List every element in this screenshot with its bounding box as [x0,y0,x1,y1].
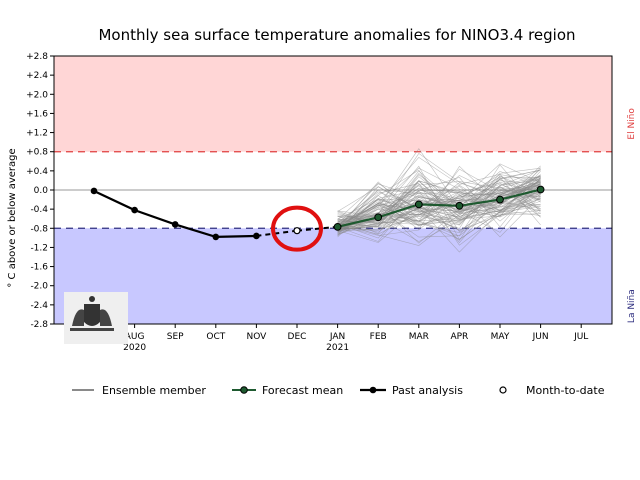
forecast-mean-point [374,213,383,222]
y-axis-label: ° C above or below average [7,148,18,287]
forecast-mean-point [536,185,545,194]
ensemble-line [337,180,541,221]
ensemble-line [337,176,541,241]
y-tick-label: -0.8 [30,224,48,234]
x-tick-label: MAY [491,332,510,342]
y-tick-label: -1.6 [30,263,48,273]
legend-label: Past analysis [392,384,463,397]
y-tick-label: +0.4 [26,167,48,177]
past-analysis-point [212,233,220,241]
legend-mtd-marker [499,386,507,394]
ensemble-line [337,174,541,233]
crest-base-icon [70,328,114,331]
y-tick-label: +1.2 [26,129,48,139]
x-tick-label: APR [450,332,468,342]
y-tick-label: +0.8 [26,148,48,158]
y-tick-label: +2.8 [26,52,48,62]
ensemble-line [337,175,541,238]
bom-crest-logo [64,292,128,344]
y-tick-label: -2.4 [30,301,48,311]
y-tick-label: +2.0 [26,90,48,100]
x-tick-label: JUN [532,332,549,342]
y-tick-label: -2.0 [30,282,48,292]
ensemble-line [337,182,541,226]
past-analysis-point [171,221,179,228]
chart-title: Monthly sea surface temperature anomalie… [98,26,575,44]
ensemble-line [337,194,541,233]
x-tick-label: AUG [125,332,145,342]
ensemble-line [337,170,541,244]
y-tick-label: -2.8 [30,320,48,330]
el-nino-label: El Niño [627,108,637,140]
ensemble-line [337,183,541,246]
forecast-mean-point [414,200,423,209]
x-tick-label: JAN [329,332,345,342]
plot-area: El Niño La Niña [53,55,637,325]
crest-emu-icon [100,309,112,326]
y-tick-label: +2.4 [26,71,48,81]
crest-kangaroo-icon [72,309,84,326]
y-tick-label: +1.6 [26,109,48,119]
ensemble-line [337,169,541,233]
annotation-circle [271,205,323,252]
forecast-mean-line [337,188,541,228]
past-analysis-point [253,232,260,240]
y-tick-label: -1.2 [30,243,48,253]
y-tick-label: 0.0 [34,186,49,196]
x-tick-label: OCT [206,332,225,342]
x-tick-label: FEB [370,332,387,342]
band-0 [54,56,612,152]
crest-shield-icon [84,304,100,326]
ensemble-line [337,181,541,236]
legend: Ensemble member Forecast mean Past analysi… [72,384,605,397]
x-tick-label: SEP [167,332,184,342]
y-tick-label: -0.4 [30,205,48,215]
legend-past-marker [369,386,377,394]
ensemble-line [337,182,541,233]
la-nina-label: La Niña [627,289,637,323]
ensemble-line [337,185,541,233]
legend-label: Month-to-date [526,384,605,397]
ensemble-line [337,195,541,238]
forecast-mean-point [333,222,342,231]
ensemble-line [337,174,541,253]
legend-label: Forecast mean [262,384,343,397]
x-axis: JULAUGSEPOCTNOVDECJANFEBMARAPRMAYJUNJUL2… [86,324,588,353]
x-year-label: 2021 [326,343,349,353]
ensemble-line [337,186,541,217]
x-year-label: 2020 [123,343,146,353]
band-1 [54,228,612,324]
connector-line [256,229,298,237]
legend-forecast-marker [240,386,248,394]
forecast-mean-point [455,201,464,210]
connector-line [296,225,338,232]
x-tick-label: MAR [409,332,429,342]
x-tick-label: JUL [573,332,588,342]
ensemble-line [337,169,541,226]
ensemble-line [337,171,541,230]
forecast-mean-point [496,195,504,204]
x-tick-label: NOV [246,332,267,342]
x-tick-label: DEC [288,332,307,342]
month-to-date-point [293,227,301,235]
legend-label: Ensemble member [102,384,206,397]
ensemble-line [337,163,541,228]
crest-star-icon [89,296,95,302]
past-analysis-point [131,206,138,214]
y-axis: +2.8 +2.4 +2.0 +1.6 +1.2 +0.8 +0.4 0.0 -0.4 -0.8 -… [26,52,54,330]
past-analysis-point [90,187,98,195]
ensemble-line [337,180,541,238]
